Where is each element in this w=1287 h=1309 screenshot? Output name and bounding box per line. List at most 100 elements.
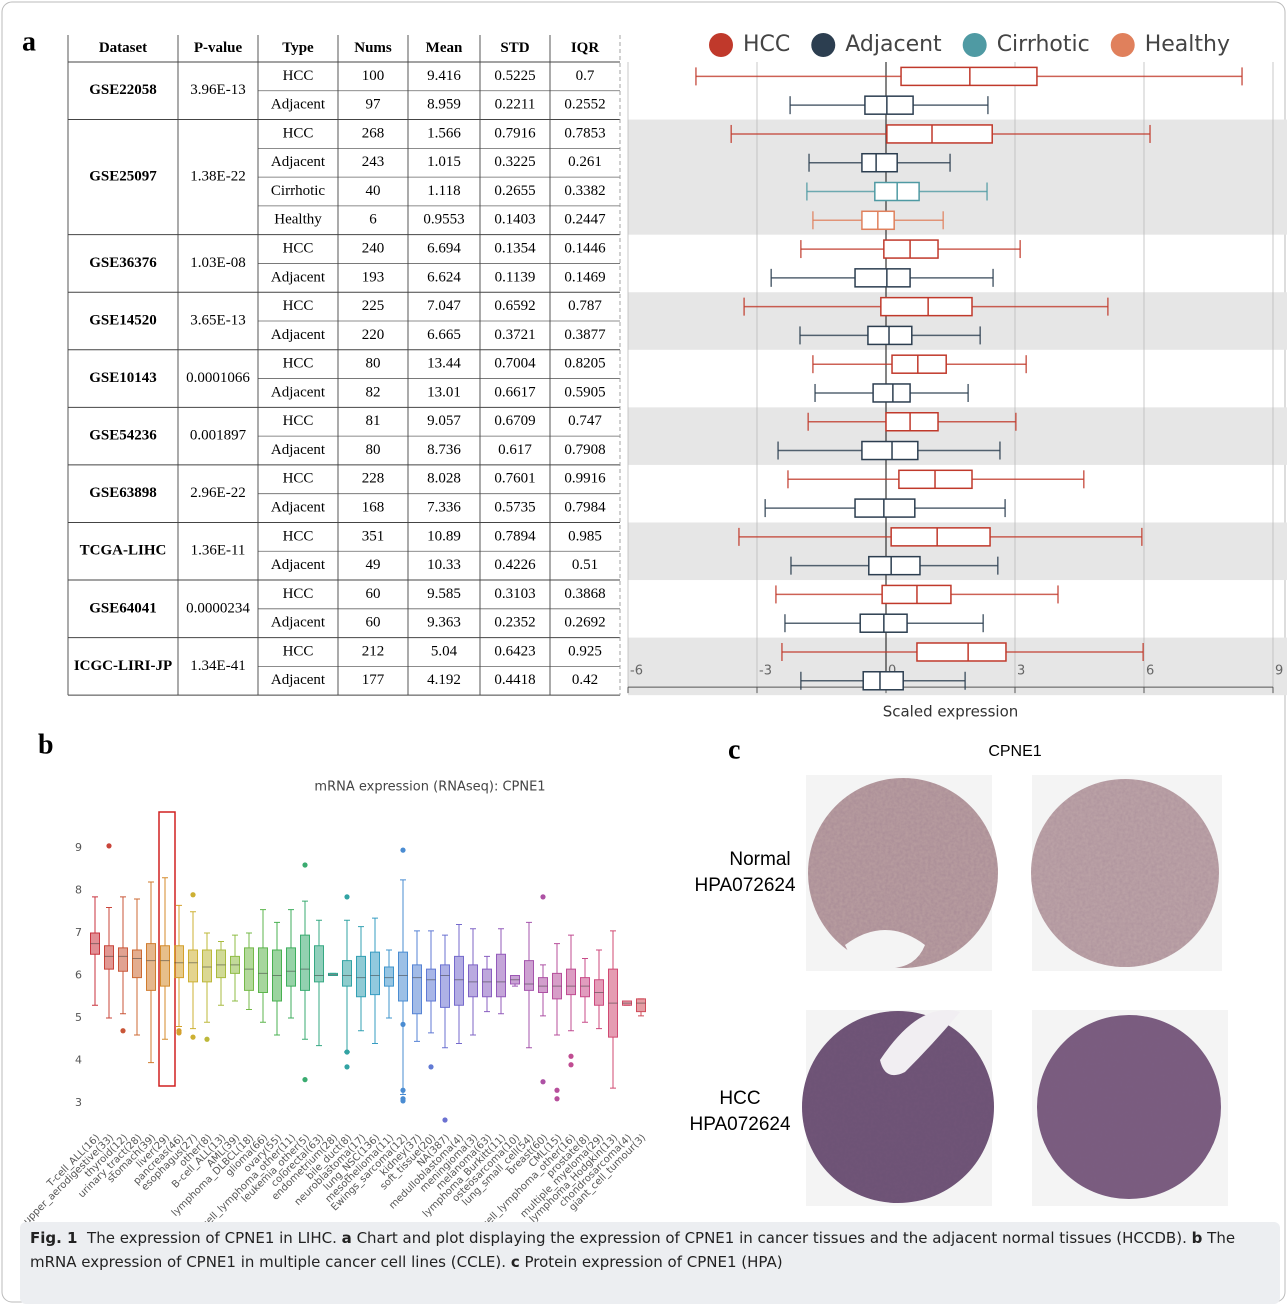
table-cell: 60 xyxy=(366,615,381,631)
table-cell: HCC xyxy=(283,643,314,659)
tissue-texture xyxy=(1037,1015,1221,1199)
dataset-name: ICGC-LIRI-JP xyxy=(74,658,172,674)
table-cell: HCC xyxy=(283,471,314,487)
table-cell: 97 xyxy=(366,97,382,113)
row-label: Normal xyxy=(729,849,790,870)
table-cell: 351 xyxy=(362,528,385,544)
p-value: 1.34E-41 xyxy=(190,658,245,674)
table-cell: 212 xyxy=(362,643,385,659)
dataset-name: GSE22058 xyxy=(89,82,157,98)
table-cell: 0.787 xyxy=(568,298,602,314)
table-cell: 1.015 xyxy=(427,154,461,170)
outlier xyxy=(190,1035,195,1040)
outlier xyxy=(400,848,405,853)
box xyxy=(441,965,450,1008)
box xyxy=(371,952,380,995)
dataset-name: GSE36376 xyxy=(89,255,157,271)
box xyxy=(301,935,310,990)
box xyxy=(868,326,912,344)
ihc-panel: CPNE1 Normal HPA072624 HCC HPA072624 xyxy=(689,743,1228,1206)
outlier xyxy=(400,1098,405,1103)
outlier xyxy=(344,1064,349,1069)
table-cell: 0.1139 xyxy=(495,269,536,285)
box xyxy=(399,952,408,1001)
box xyxy=(863,672,903,690)
table-cell: 0.6709 xyxy=(494,413,535,429)
table-cell: Adjacent xyxy=(271,384,326,400)
box xyxy=(147,944,156,991)
table-cell: 100 xyxy=(362,68,385,84)
row-label: HCC xyxy=(719,1088,760,1109)
y-tick-label: 5 xyxy=(75,1011,82,1024)
legend-marker xyxy=(811,33,835,57)
outlier xyxy=(190,892,195,897)
panel-label: c xyxy=(728,734,740,765)
table-cell: 0.2352 xyxy=(494,615,535,631)
box xyxy=(892,355,946,373)
part-label: a xyxy=(342,1229,352,1247)
table-cell: 0.3382 xyxy=(564,183,605,199)
table-cell: 0.7004 xyxy=(494,356,536,372)
table-cell: 0.3877 xyxy=(564,327,606,343)
table-cell: 0.2447 xyxy=(564,212,606,228)
table-cell: 0.2655 xyxy=(494,183,535,199)
part-label: b xyxy=(1192,1229,1203,1247)
p-value: 0.001897 xyxy=(190,428,247,444)
box xyxy=(869,557,920,575)
table-cell: HCC xyxy=(283,356,314,372)
caption: Fig. 1 The expression of CPNE1 in LIHC. … xyxy=(20,1222,1280,1304)
dataset-name: GSE54236 xyxy=(89,428,157,444)
table-cell: HCC xyxy=(283,241,314,257)
table-cell: 0.5225 xyxy=(494,68,535,84)
dataset-name: GSE63898 xyxy=(89,485,157,501)
table-cell: 0.747 xyxy=(568,413,602,429)
table-cell: 82 xyxy=(366,384,381,400)
column-header: IQR xyxy=(571,40,600,56)
box xyxy=(427,969,436,1001)
column-header: Nums xyxy=(354,40,392,56)
table-cell: 8.736 xyxy=(427,442,461,458)
x-tick-label: -3 xyxy=(759,664,772,679)
p-value: 2.96E-22 xyxy=(190,485,245,501)
table-cell: 4.192 xyxy=(427,672,461,688)
outlier xyxy=(400,1088,405,1093)
p-value: 0.0000234 xyxy=(186,600,250,616)
box xyxy=(497,954,506,997)
table-cell: 0.7916 xyxy=(494,125,536,141)
table-cell: 177 xyxy=(362,672,385,688)
box xyxy=(315,946,324,982)
table-cell: 193 xyxy=(362,269,385,285)
table-cell: 228 xyxy=(362,471,385,487)
legend-label: Adjacent xyxy=(845,32,942,57)
table-cell: Healthy xyxy=(274,212,322,228)
box xyxy=(917,643,1006,661)
x-tick-label: 6 xyxy=(1146,664,1154,679)
outlier xyxy=(568,1054,573,1059)
table-cell: 0.7984 xyxy=(564,500,606,516)
y-tick-label: 7 xyxy=(75,926,82,939)
y-tick-label: 9 xyxy=(75,841,82,854)
dataset-name: GSE10143 xyxy=(89,370,157,386)
outlier xyxy=(540,1079,545,1084)
table-cell: 6.694 xyxy=(427,241,461,257)
outlier xyxy=(344,1049,349,1054)
table-cell: Adjacent xyxy=(271,615,326,631)
dataset-name: GSE25097 xyxy=(89,169,157,185)
table-cell: Adjacent xyxy=(271,442,326,458)
table-cell: Adjacent xyxy=(271,500,326,516)
table-cell: 0.3225 xyxy=(494,154,535,170)
box xyxy=(259,948,268,993)
table-cell: 10.33 xyxy=(427,557,461,573)
chart-title: mRNA expression (RNAseq): CPNE1 xyxy=(314,780,545,795)
table-cell: 0.1354 xyxy=(494,241,536,257)
outlier xyxy=(540,894,545,899)
table-cell: 8.028 xyxy=(427,471,461,487)
p-value: 1.03E-08 xyxy=(190,255,245,271)
table-cell: HCC xyxy=(283,528,314,544)
table-cell: 0.7853 xyxy=(564,125,605,141)
table-cell: 6.665 xyxy=(427,327,461,343)
table-cell: HCC xyxy=(283,125,314,141)
y-tick-label: 8 xyxy=(75,884,82,897)
box xyxy=(455,956,464,1005)
